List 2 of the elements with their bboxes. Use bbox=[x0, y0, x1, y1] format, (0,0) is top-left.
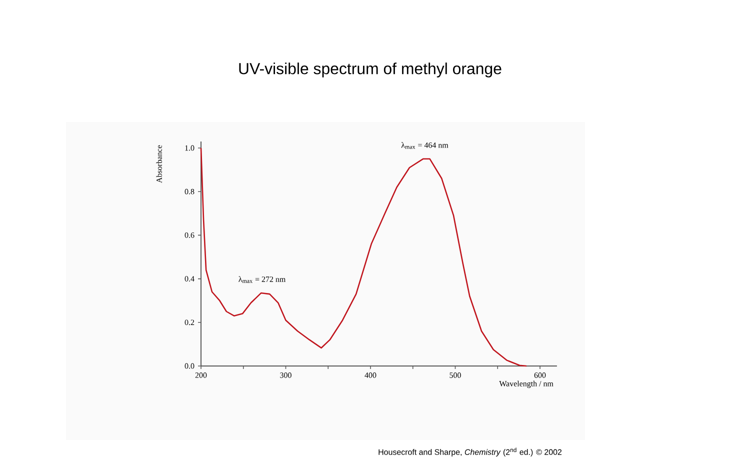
chart-title: UV-visible spectrum of methyl orange bbox=[239, 62, 502, 78]
line-series bbox=[200, 147, 528, 367]
